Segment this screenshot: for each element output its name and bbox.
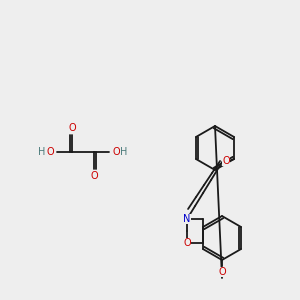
Text: O: O	[222, 156, 230, 166]
Text: H: H	[38, 147, 46, 157]
Text: O: O	[46, 147, 54, 157]
Text: O: O	[112, 147, 120, 157]
Text: O: O	[183, 238, 191, 248]
Text: O: O	[218, 267, 226, 277]
Text: H: H	[120, 147, 128, 157]
Text: O: O	[90, 171, 98, 181]
Text: N: N	[183, 214, 191, 224]
Text: O: O	[68, 123, 76, 133]
